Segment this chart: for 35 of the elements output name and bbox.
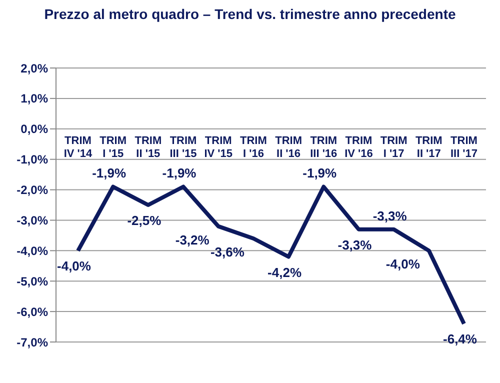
- x-tick-label: TRIM III '16: [310, 135, 338, 160]
- x-tick-label: TRIM IV '15: [204, 135, 233, 160]
- data-label: -3,2%: [175, 232, 210, 248]
- data-label: -1,9%: [162, 166, 197, 181]
- data-label: -1,9%: [302, 166, 338, 181]
- data-label: -4,0%: [57, 258, 92, 274]
- y-tick-label: -5,0%: [16, 274, 48, 288]
- y-tick-label: -2,0%: [16, 183, 48, 198]
- y-tick-label: -6,0%: [16, 304, 48, 319]
- data-label: -2,5%: [127, 213, 162, 228]
- data-label: -4,2%: [268, 264, 302, 280]
- y-tick-label: -1,0%: [16, 152, 48, 167]
- x-tick-label: TRIM IV '14: [64, 135, 94, 160]
- x-tick-label: TRIM I '15: [100, 135, 127, 160]
- chart-title: Prezzo al metro quadro – Trend vs. trimestre anno precedente: [43, 6, 457, 22]
- x-tick-label: TRIM I '16: [240, 135, 267, 160]
- x-tick-label: TRIM II '17: [415, 135, 442, 160]
- data-label: -1,9%: [92, 166, 127, 181]
- y-tick-label: -4,0%: [16, 244, 48, 258]
- x-tick-label: TRIM I '17: [380, 135, 408, 160]
- x-tick-label: TRIM II '16: [275, 135, 302, 160]
- y-tick-label: 0,0%: [20, 122, 48, 136]
- x-tick-label: TRIM III '15: [170, 135, 197, 160]
- y-tick-label: -7,0%: [16, 335, 48, 350]
- data-label: -4,0%: [386, 256, 420, 272]
- x-tick-label: TRIM II '15: [134, 135, 162, 160]
- data-label: -6,4%: [443, 332, 478, 347]
- data-label: -3,3%: [338, 237, 372, 252]
- data-label: -3,3%: [372, 208, 408, 224]
- y-tick-label: 2,0%: [20, 61, 48, 76]
- x-tick-label: TRIM IV '16: [344, 135, 373, 160]
- data-label: -3,6%: [210, 244, 245, 260]
- x-tick-label: TRIM III '17: [450, 135, 478, 160]
- y-tick-label: 1,0%: [20, 92, 48, 106]
- y-tick-label: -3,0%: [16, 213, 48, 228]
